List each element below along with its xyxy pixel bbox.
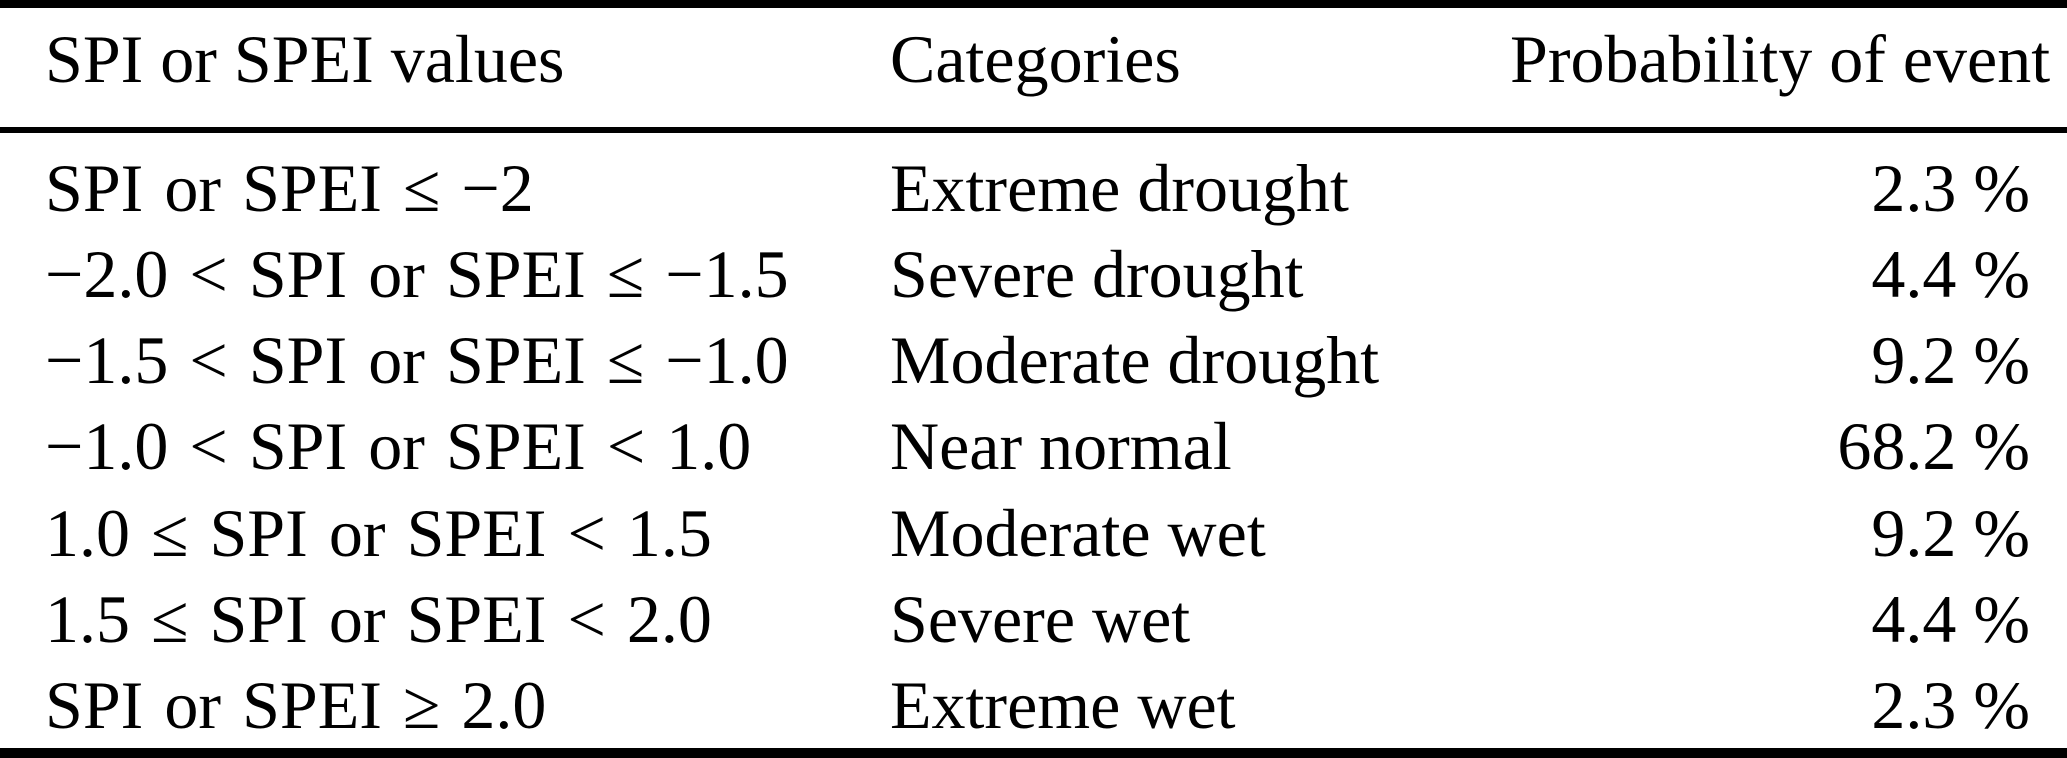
table-row: −1.0 < SPI or SPEI < 1.0 Near normal 68.… [0,403,2067,489]
category-cell: Moderate drought [890,322,1380,399]
category-cell: Severe wet [890,580,1191,657]
spi-range-cell: −1.5 < SPI or SPEI ≤ −1.0 [45,322,789,399]
table-body: SPI or SPEI ≤ −2 Extreme drought 2.3 % −… [0,133,2067,748]
spi-range-cell: −1.0 < SPI or SPEI < 1.0 [45,408,752,485]
category-cell: Moderate wet [890,494,1266,571]
spi-range-cell: SPI or SPEI ≤ −2 [45,150,534,227]
category-cell: Extreme wet [890,666,1236,743]
category-cell: Near normal [890,408,1232,485]
spi-range-cell: −2.0 < SPI or SPEI ≤ −1.5 [45,236,789,313]
spi-range-cell: 1.0 ≤ SPI or SPEI < 1.5 [45,494,712,571]
category-cell: Extreme drought [890,150,1349,227]
column-header-spi-values: SPI or SPEI values [45,20,565,97]
table-row: SPI or SPEI ≥ 2.0 Extreme wet 2.3 % [0,662,2067,748]
table-header-rule [0,127,2067,133]
probability-cell: 4.4 % [1871,580,2030,657]
table-row: −1.5 < SPI or SPEI ≤ −1.0 Moderate droug… [0,317,2067,403]
probability-cell: 9.2 % [1871,322,2030,399]
column-header-probability: Probability of event [1510,20,2051,97]
column-header-categories: Categories [890,20,1181,97]
probability-cell: 9.2 % [1871,494,2030,571]
category-cell: Severe drought [890,236,1304,313]
probability-cell: 68.2 % [1837,408,2030,485]
spi-range-cell: SPI or SPEI ≥ 2.0 [45,666,547,743]
probability-cell: 4.4 % [1871,236,2030,313]
table-row: 1.5 ≤ SPI or SPEI < 2.0 Severe wet 4.4 % [0,576,2067,662]
table-row: SPI or SPEI ≤ −2 Extreme drought 2.3 % [0,145,2067,231]
table-bottom-rule [0,748,2067,758]
table-header-row: SPI or SPEI values Categories Probabilit… [0,8,2067,127]
spi-range-cell: 1.5 ≤ SPI or SPEI < 2.0 [45,580,712,657]
table-row: −2.0 < SPI or SPEI ≤ −1.5 Severe drought… [0,231,2067,317]
table-row: 1.0 ≤ SPI or SPEI < 1.5 Moderate wet 9.2… [0,490,2067,576]
table-top-rule [0,0,2067,8]
probability-cell: 2.3 % [1871,666,2030,743]
probability-cell: 2.3 % [1871,150,2030,227]
